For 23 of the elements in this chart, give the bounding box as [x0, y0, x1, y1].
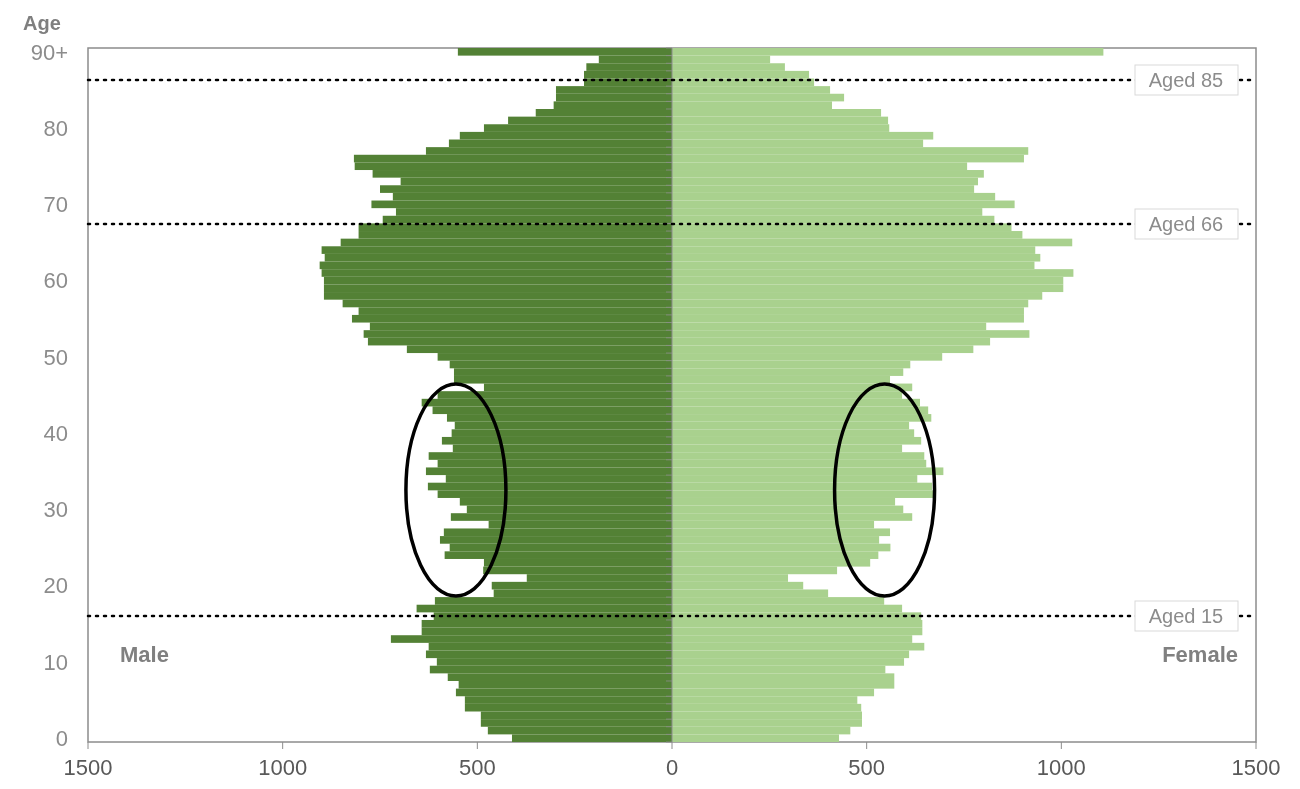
y-tick-label: 70	[43, 192, 68, 218]
y-axis-title: Age	[23, 12, 61, 34]
y-tick-label: 0	[55, 725, 68, 751]
x-tick-label: 1500	[63, 755, 113, 780]
x-tick-label: 1500	[1231, 755, 1281, 780]
x-tick-label: 500	[848, 755, 886, 780]
y-tick-label: 20	[43, 573, 68, 599]
x-tick-label: 500	[458, 755, 496, 780]
y-tick-label: 30	[43, 497, 68, 523]
y-tick-label: 60	[43, 268, 68, 294]
y-tick-label: 50	[43, 344, 68, 370]
annotation: Aged 15	[1148, 605, 1224, 627]
y-tick-label: 80	[43, 115, 68, 141]
annotation: Female	[1162, 641, 1238, 667]
annotation: Aged 66	[1148, 213, 1224, 235]
y-tick-label: 40	[43, 420, 68, 446]
y-tick-label: 90+	[30, 39, 68, 65]
y-tick-label: 10	[43, 649, 68, 675]
x-tick-label: 1000	[258, 755, 308, 780]
x-tick-label: 0	[665, 755, 679, 780]
annotation: Aged 85	[1148, 69, 1224, 91]
x-tick-label: 1000	[1036, 755, 1086, 780]
annotation: Male	[120, 641, 169, 667]
